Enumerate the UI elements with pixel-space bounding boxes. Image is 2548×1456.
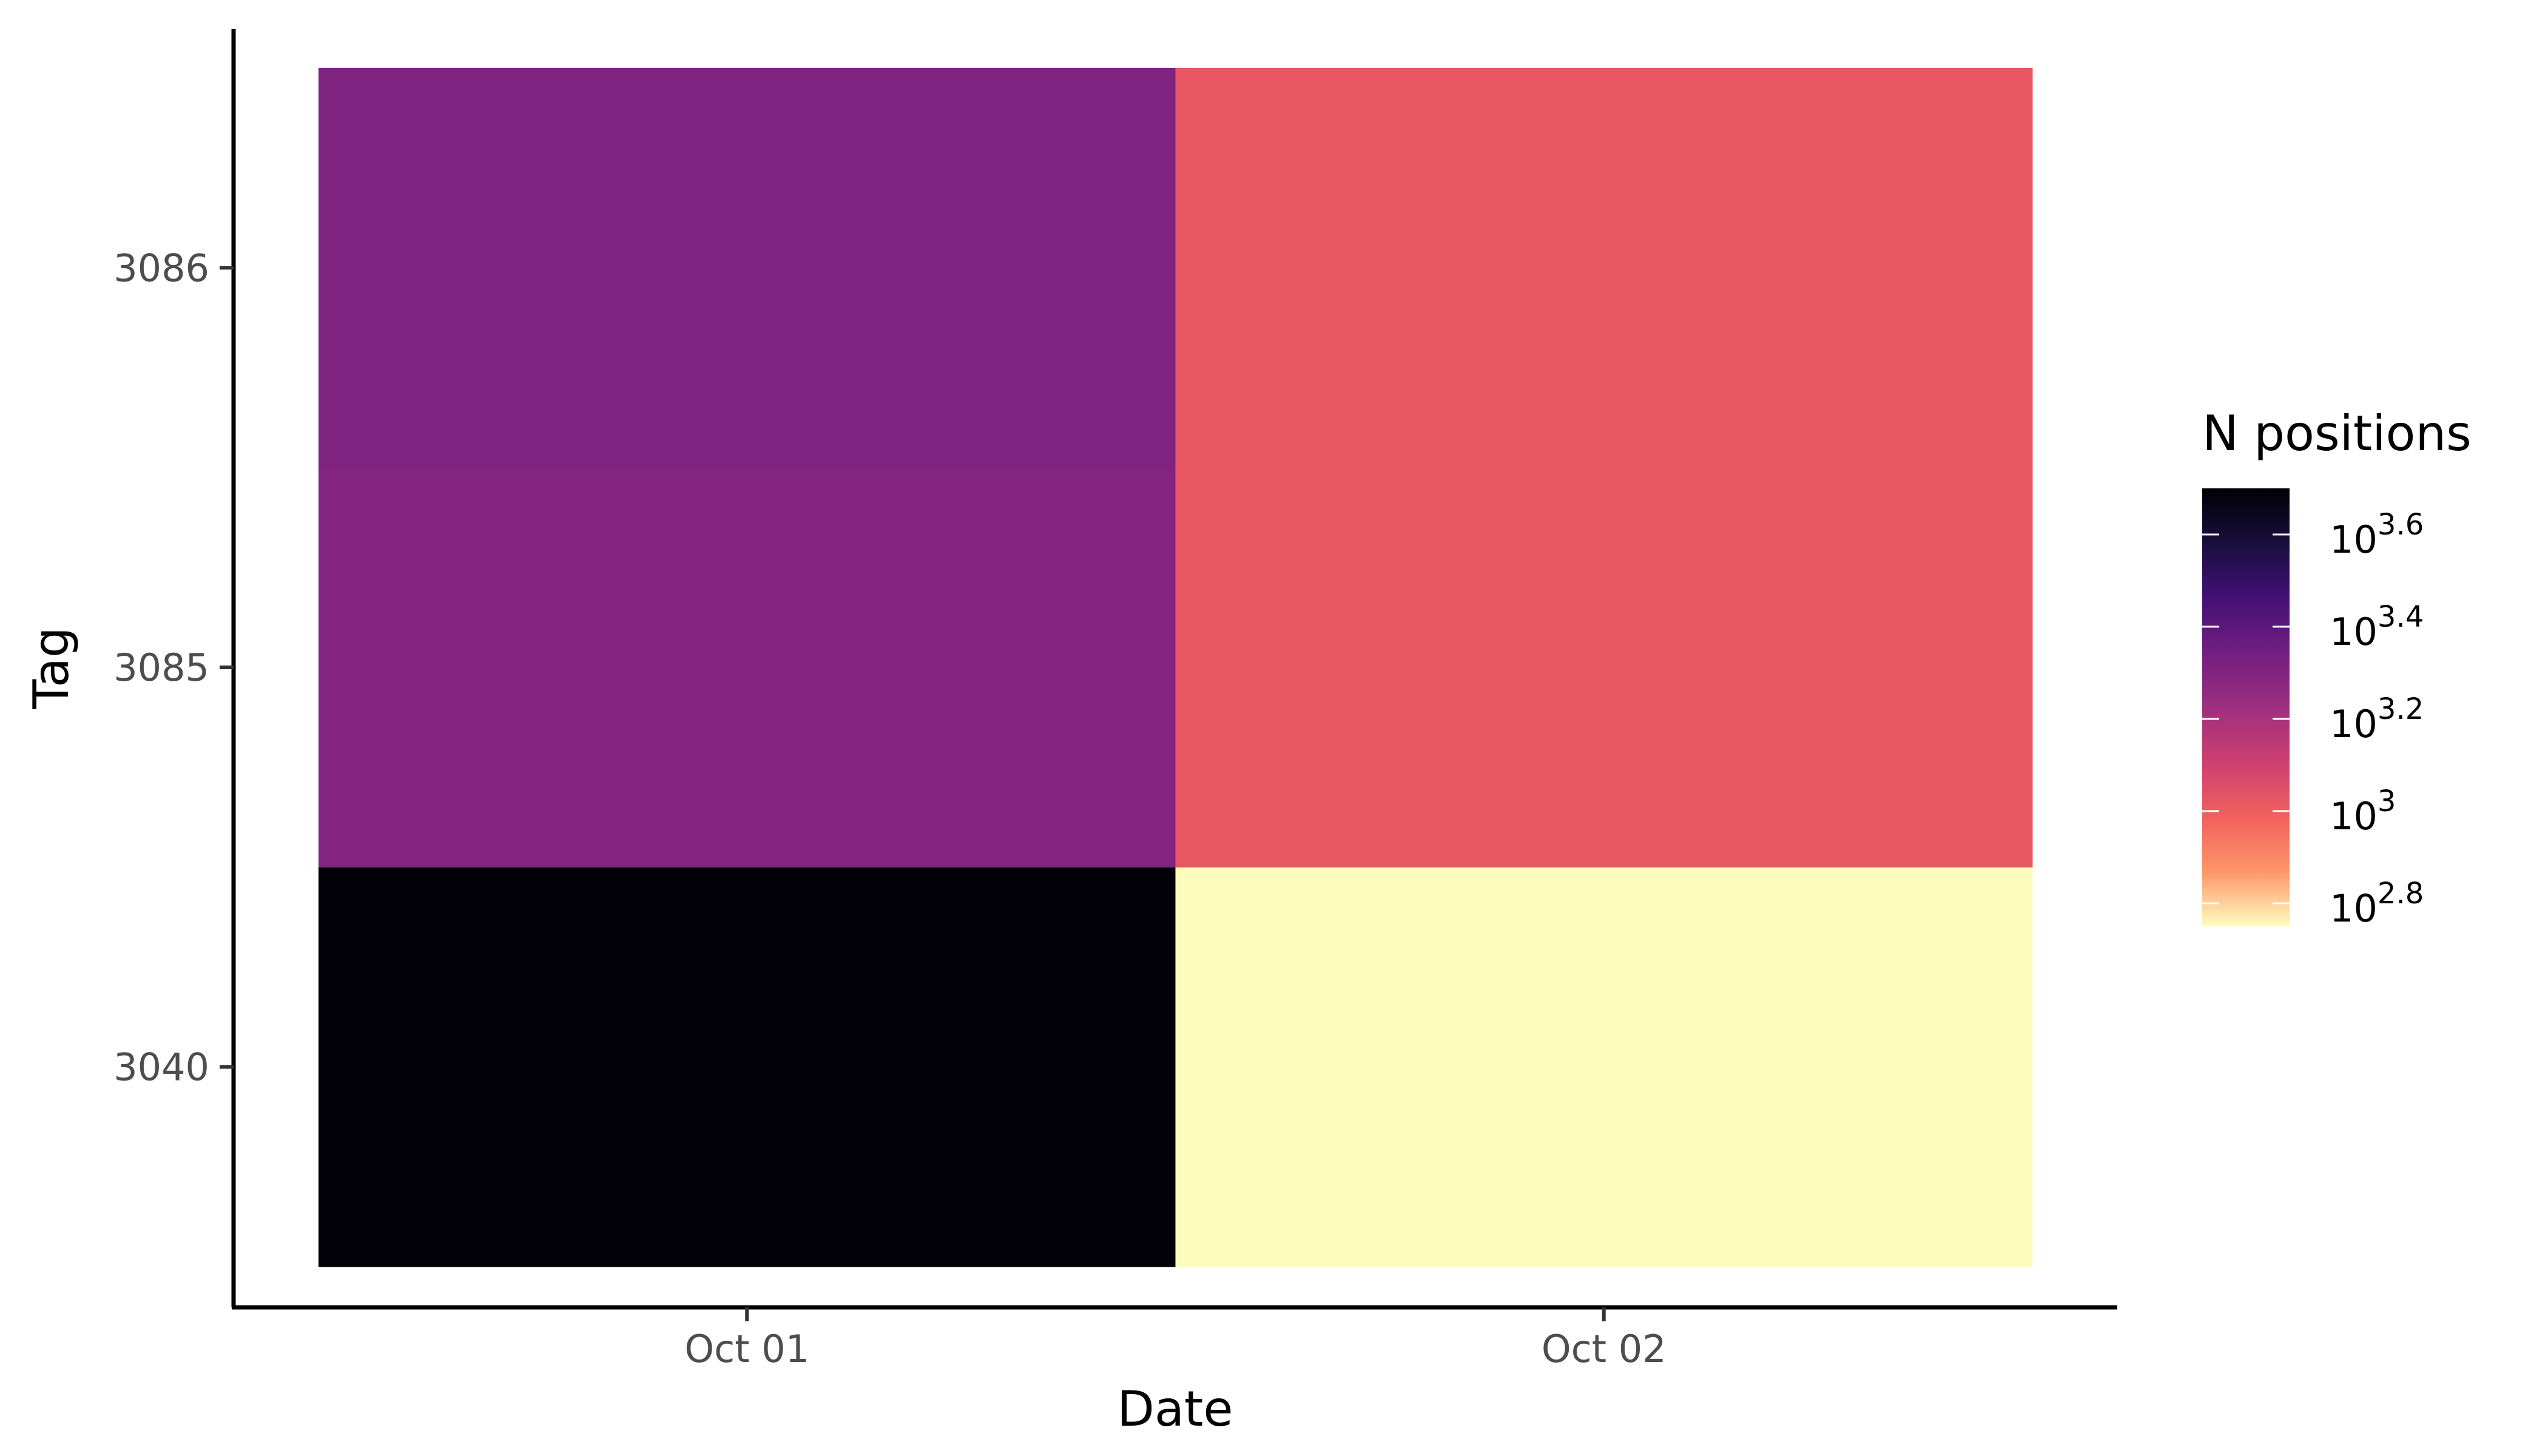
heatmap-cell [318, 867, 1176, 1267]
heatmap-cell [318, 68, 1176, 468]
y-tick-label: 3040 [113, 1045, 209, 1090]
heatmap-cell [1175, 867, 2033, 1267]
y-tick-label: 3086 [113, 246, 209, 290]
x-tick-label: Oct 02 [1542, 1327, 1667, 1371]
x-axis-ticks: Oct 01 Oct 02 [684, 1307, 1667, 1371]
legend-ticks: 103.6 103.4 103.2 103 102.8 [2202, 508, 2424, 931]
heatmap-cells [318, 68, 2033, 1267]
y-axis-title: Tag [23, 627, 79, 709]
legend-tick-label: 103 [2330, 784, 2396, 838]
heatmap-cell [1175, 467, 2033, 868]
legend-tick-label: 103.6 [2330, 508, 2424, 562]
legend-colorbar [2202, 488, 2290, 926]
y-axis-ticks: 3040 3085 3086 [113, 246, 234, 1090]
legend-title: N positions [2202, 405, 2472, 462]
x-axis-title: Date [1117, 1381, 1233, 1437]
legend: N positions 103.6 103.4 103.2 103 102.8 [2202, 405, 2472, 931]
legend-tick-label: 102.8 [2330, 877, 2424, 931]
x-tick-label: Oct 01 [684, 1327, 809, 1371]
y-tick-label: 3085 [113, 645, 209, 690]
legend-tick-label: 103.2 [2330, 692, 2424, 746]
heatmap-cell [318, 467, 1176, 868]
legend-tick-label: 103.4 [2330, 600, 2424, 654]
heatmap-cell [1175, 68, 2033, 468]
